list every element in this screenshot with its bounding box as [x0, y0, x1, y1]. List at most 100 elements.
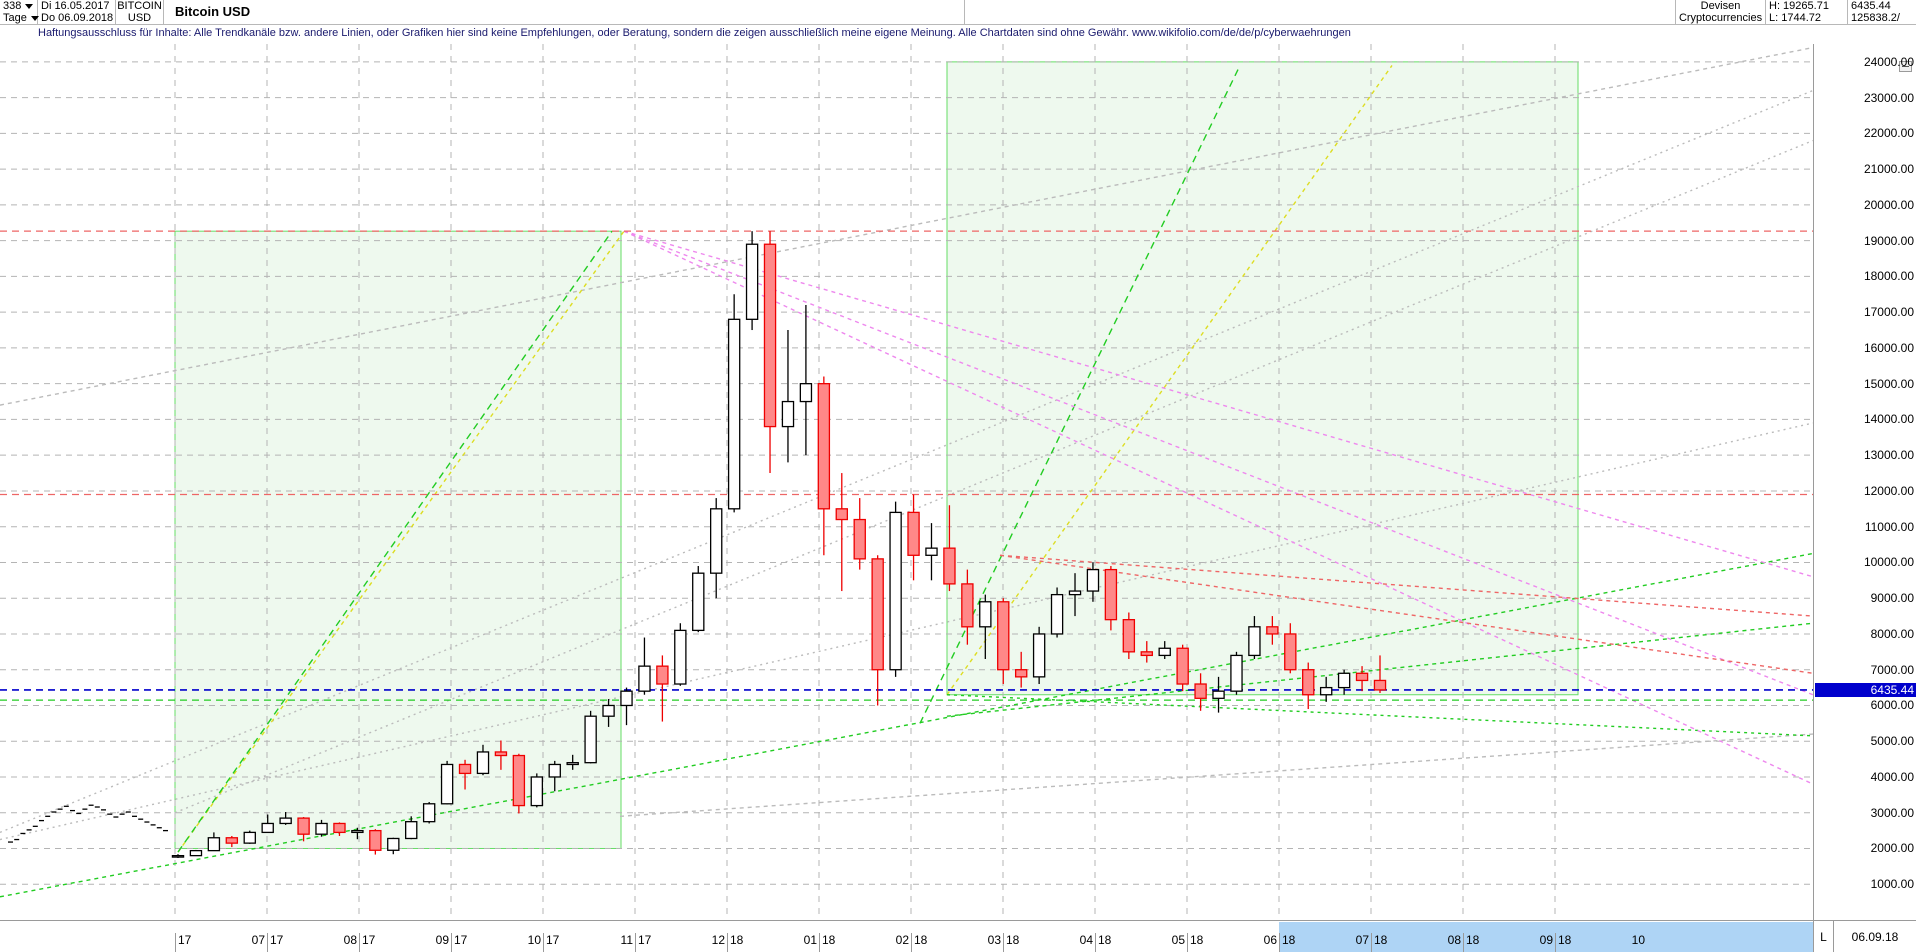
date-tick-month: 06	[1263, 933, 1277, 947]
candle-body	[763, 243, 777, 428]
candle-body	[817, 383, 831, 510]
date-range[interactable]: Di 16.05.2017 Do 06.09.2018	[38, 0, 116, 24]
date-tick-month: 10	[527, 933, 541, 947]
date-axis[interactable]: 17 07 17 08 17 09 17 10 17 11 17 12 18 01 18 02 18 03 18 04…	[0, 920, 1813, 952]
channel-green-1[interactable]	[177, 230, 613, 853]
symbol-cell[interactable]: BITCOIN USD	[116, 0, 164, 24]
candle-body	[1266, 626, 1279, 635]
price-tick: 11000.00	[1864, 519, 1914, 534]
page-title: Bitcoin USD	[164, 0, 965, 24]
candle-body	[1104, 568, 1118, 621]
candle-body	[1355, 672, 1369, 682]
date-to: Do 06.09.2018	[41, 12, 114, 24]
date-tick-year: 18	[1374, 933, 1388, 947]
candle-body	[422, 803, 436, 823]
date-tick-month: 04	[1079, 933, 1093, 947]
candle-body	[1014, 669, 1028, 678]
channel-green-support[interactable]	[0, 552, 1813, 898]
date-tick: 17 07	[175, 933, 267, 952]
candle-body	[727, 318, 741, 510]
price-tick: 21000.00	[1863, 162, 1914, 177]
date-tick-year: 18	[1098, 933, 1112, 947]
date-tick: 18 08	[1371, 933, 1463, 952]
current-price-label[interactable]: 6435.44	[1815, 682, 1916, 697]
chart-canvas[interactable]	[0, 44, 1813, 920]
date-tick: 17 12	[635, 933, 727, 952]
date-tick: 18 07	[1279, 933, 1371, 952]
candle-body	[1158, 647, 1171, 657]
candle-body	[548, 763, 561, 778]
title-text: Bitcoin USD	[175, 4, 251, 19]
date-tick-year: 18	[1282, 933, 1296, 947]
candle-body	[656, 665, 669, 685]
candle-body	[943, 547, 956, 585]
channel-yellow-2[interactable]	[946, 65, 1393, 696]
price-tick: 22000.00	[1863, 126, 1914, 141]
trend-zone-2[interactable]	[946, 61, 1579, 696]
collapse-icon[interactable]	[1899, 61, 1912, 72]
price-tick: 18000.00	[1863, 269, 1914, 284]
symbol-currency: USD	[127, 12, 152, 24]
price-tick: 12000.00	[1863, 483, 1914, 498]
candle-body	[692, 572, 705, 632]
date-tick-month: 11	[620, 933, 633, 947]
symbol-name: BITCOIN	[117, 0, 162, 12]
candle-body	[566, 762, 579, 766]
fan-red-2[interactable]	[999, 554, 1813, 674]
candle-body	[458, 763, 472, 775]
date-tick-month: 01	[803, 933, 817, 947]
candle-body	[1248, 626, 1261, 657]
date-tick: 18 02	[819, 933, 911, 952]
candle-body	[1373, 679, 1387, 691]
candle-body	[1302, 669, 1315, 696]
price-tick: 6000.00	[1870, 698, 1914, 713]
price-tick: 5000.00	[1870, 734, 1914, 749]
price-tick: 10000.00	[1863, 555, 1914, 570]
candle-body	[297, 817, 310, 835]
date-tick-month: 09	[1539, 933, 1553, 947]
chevron-down-icon[interactable]	[30, 15, 39, 21]
category-cell: Devisen Cryptocurrencies	[1676, 0, 1766, 24]
channel-grey-dotted[interactable]	[0, 89, 1813, 834]
candle-body	[925, 547, 938, 556]
candle-body	[584, 715, 597, 764]
price-axis[interactable]: (c)Tai-Pan 24000.0023000.0022000.0021000…	[1813, 44, 1916, 920]
period-selector[interactable]: 338 Tage	[0, 0, 39, 24]
candle-body	[961, 583, 974, 628]
date-range-selection[interactable]	[1279, 922, 1813, 952]
trend-zone-1[interactable]	[174, 230, 622, 849]
candle-body	[530, 776, 544, 807]
candle-body	[1212, 690, 1225, 699]
candle-body	[1032, 633, 1046, 678]
period-count: 338	[3, 0, 22, 12]
date-tick-year: 17	[178, 933, 192, 947]
chart-plot-area[interactable]	[0, 44, 1813, 920]
date-tick-month: 08	[1447, 933, 1461, 947]
channel-grey-lower[interactable]	[619, 733, 1813, 818]
date-tick-year: 18	[730, 933, 744, 947]
channel-grey-mid[interactable]	[0, 422, 1813, 841]
channel-grey-upper[interactable]	[0, 46, 1813, 406]
candle-body	[189, 849, 203, 857]
date-tick-year: 18	[1558, 933, 1572, 947]
candle-body	[279, 817, 292, 825]
date-tick-year: 18	[822, 933, 836, 947]
date-tick-year: 18	[1006, 933, 1020, 947]
price-tick: 8000.00	[1870, 626, 1914, 641]
fan-pink-3[interactable]	[623, 230, 1813, 785]
price-tick: 15000.00	[1863, 376, 1914, 391]
candle-body	[243, 831, 256, 844]
high-value: H: 19265.71	[1769, 0, 1829, 12]
candle-body	[907, 511, 920, 556]
channel-green-down[interactable]	[946, 694, 1813, 737]
date-tick: 18 01	[727, 933, 819, 952]
date-tick-year: 17	[454, 933, 468, 947]
price-tick: 20000.00	[1863, 197, 1914, 212]
volume-value: 125838.2/	[1851, 12, 1900, 24]
candle-body	[1284, 633, 1297, 671]
date-tick: 18 06	[1187, 933, 1279, 952]
candle-body	[781, 400, 795, 428]
price-tick: 19000.00	[1863, 233, 1914, 248]
chevron-down-icon[interactable]	[25, 3, 34, 9]
fan-pink-1[interactable]	[623, 230, 1813, 578]
